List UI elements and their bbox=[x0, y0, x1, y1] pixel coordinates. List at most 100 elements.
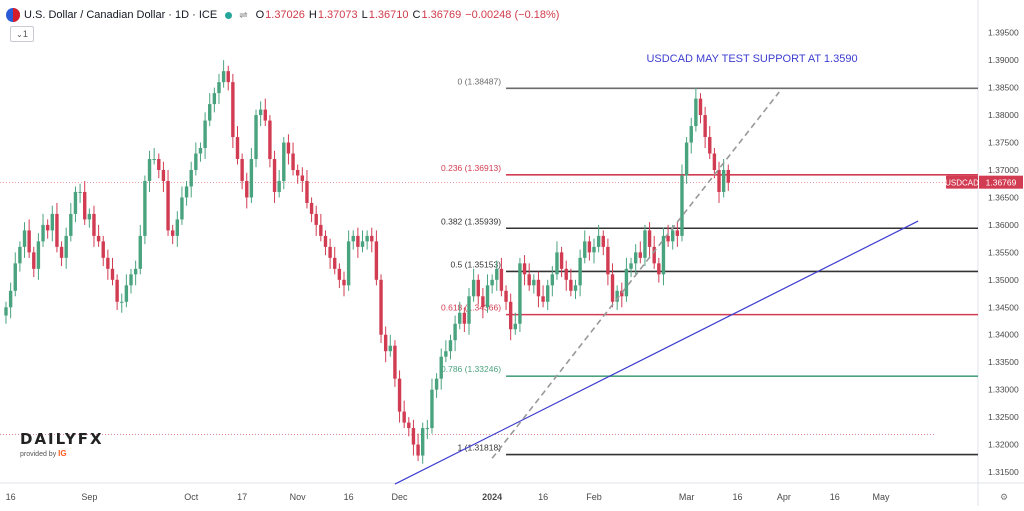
candle-body bbox=[152, 159, 156, 161]
candle-body bbox=[444, 351, 448, 357]
candle-body bbox=[13, 263, 17, 291]
candle-body bbox=[620, 290, 624, 297]
candle-body bbox=[124, 285, 129, 302]
candle-body bbox=[522, 263, 527, 275]
candle-body bbox=[536, 279, 541, 297]
candle-body bbox=[726, 169, 730, 183]
candle-body bbox=[587, 241, 592, 253]
candle-body bbox=[175, 219, 180, 236]
price-badge bbox=[979, 175, 1023, 189]
y-tick-label: 1.35500 bbox=[988, 247, 1019, 257]
candle-body bbox=[434, 378, 439, 390]
candle-body bbox=[319, 224, 323, 236]
candle-body bbox=[198, 148, 203, 154]
candle-body bbox=[300, 175, 305, 181]
high-value: 1.37073 bbox=[317, 9, 358, 21]
candle-body bbox=[365, 235, 369, 242]
change-value: −0.00248 (−0.18%) bbox=[465, 9, 560, 21]
candle-body bbox=[379, 279, 383, 335]
candle-body bbox=[684, 142, 689, 176]
candle-body bbox=[337, 268, 342, 280]
candle-body bbox=[518, 263, 522, 324]
y-tick-label: 1.33000 bbox=[988, 385, 1019, 395]
y-tick-label: 1.34500 bbox=[988, 302, 1019, 312]
x-tick-label: Apr bbox=[777, 492, 791, 502]
candle-body bbox=[208, 104, 212, 121]
settings-gear-icon: ⚙ bbox=[1000, 493, 1008, 503]
chart-title: USDCAD MAY TEST SUPPORT AT 1.3590 bbox=[646, 53, 857, 65]
candle-body bbox=[282, 142, 286, 181]
candle-body bbox=[59, 246, 64, 258]
candle-body bbox=[402, 411, 406, 423]
candle-body bbox=[323, 235, 328, 247]
symbol-badge-label: USDCAD bbox=[945, 179, 979, 188]
y-tick-label: 1.34000 bbox=[988, 330, 1019, 340]
candle-body bbox=[69, 213, 73, 236]
candle-body bbox=[333, 257, 337, 269]
x-tick-label: 2024 bbox=[482, 492, 502, 502]
candle-body bbox=[64, 235, 68, 258]
candle-body bbox=[92, 213, 96, 236]
fib-dashed-projection bbox=[491, 91, 780, 459]
candle-body bbox=[295, 169, 300, 176]
candle-body bbox=[41, 224, 45, 242]
candle-body bbox=[703, 115, 707, 138]
candle-body bbox=[550, 274, 555, 286]
x-tick-label: May bbox=[873, 492, 891, 502]
logo-provided-by: provided by IG bbox=[20, 449, 104, 458]
candle-body bbox=[610, 274, 615, 302]
x-tick-label: Nov bbox=[290, 492, 307, 502]
candle-body bbox=[430, 389, 434, 429]
candle-body bbox=[18, 246, 22, 264]
dailyfx-logo: DAILYFX provided by IG bbox=[20, 430, 104, 458]
candle-body bbox=[147, 159, 152, 181]
candle-body bbox=[27, 230, 31, 253]
candle-body bbox=[231, 82, 235, 138]
candle-body bbox=[157, 159, 161, 170]
symbol-title[interactable]: U.S. Dollar / Canadian Dollar · 1D · ICE bbox=[24, 9, 218, 21]
candle-body bbox=[541, 296, 545, 302]
candle-body bbox=[513, 323, 517, 330]
candle-body bbox=[721, 169, 726, 192]
candle-body bbox=[184, 186, 189, 198]
candle-body bbox=[666, 235, 670, 242]
candle-body bbox=[286, 142, 291, 154]
x-tick-label: Feb bbox=[586, 492, 602, 502]
candle-body bbox=[356, 235, 360, 247]
candle-body bbox=[83, 191, 87, 220]
market-open-dot-icon bbox=[225, 11, 233, 19]
candle-body bbox=[166, 180, 170, 231]
x-tick-label: Oct bbox=[184, 492, 199, 502]
candle-body bbox=[467, 296, 471, 324]
x-tick-label: Sep bbox=[81, 492, 97, 502]
chevron-down-icon: ⌄ bbox=[16, 29, 23, 39]
fib-level-label: 1 (1.31818) bbox=[458, 443, 502, 453]
support-trendline bbox=[394, 220, 919, 485]
candle-body bbox=[569, 279, 573, 291]
candle-body bbox=[633, 252, 638, 264]
compare-icon[interactable]: ⇌ bbox=[239, 9, 248, 21]
candle-body bbox=[555, 252, 559, 275]
candle-body bbox=[601, 235, 605, 247]
x-tick-label: 16 bbox=[344, 492, 354, 502]
indicator-toggle[interactable]: ⌄ 1 bbox=[10, 26, 34, 42]
candle-body bbox=[221, 71, 226, 83]
candle-body bbox=[629, 263, 633, 269]
candle-body bbox=[657, 263, 661, 275]
x-tick-label: Mar bbox=[679, 492, 695, 502]
y-tick-label: 1.35000 bbox=[988, 275, 1019, 285]
candle-body bbox=[106, 257, 110, 269]
candle-body bbox=[36, 241, 41, 269]
candle-body bbox=[120, 301, 124, 303]
candle-body bbox=[217, 82, 221, 94]
candle-body bbox=[73, 191, 78, 214]
x-tick-label: 16 bbox=[538, 492, 548, 502]
chart-header: U.S. Dollar / Canadian Dollar · 1D · ICE… bbox=[6, 5, 559, 25]
candle-body bbox=[453, 323, 457, 341]
candle-body bbox=[115, 279, 119, 302]
candle-body bbox=[411, 428, 416, 445]
candle-body bbox=[462, 312, 467, 324]
fib-level-label: 0.382 (1.35939) bbox=[441, 216, 501, 226]
